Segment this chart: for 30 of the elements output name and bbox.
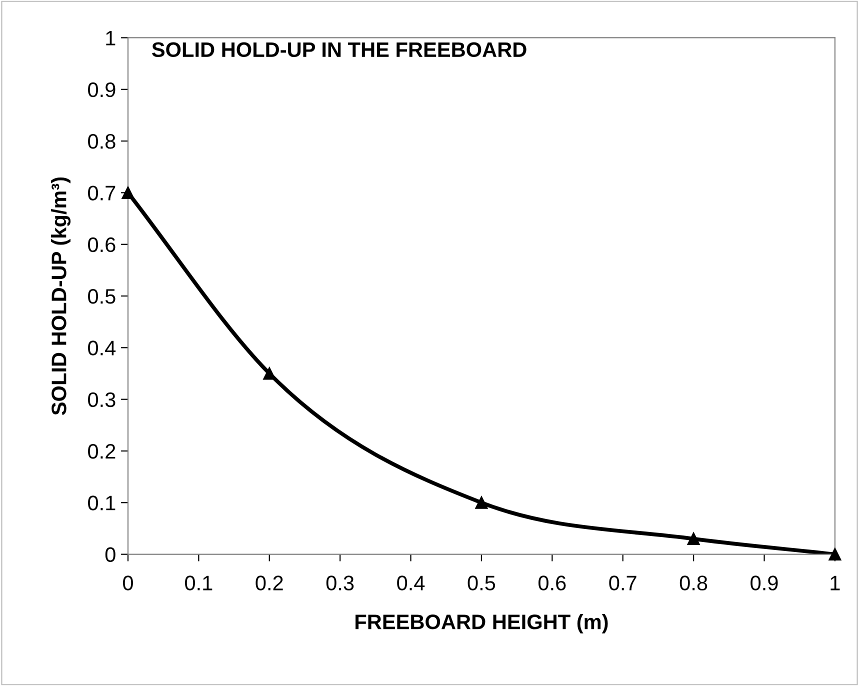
x-tick-label: 0	[123, 576, 133, 590]
y-axis-title: SOLID HOLD-UP (kg/m³)	[51, 177, 71, 416]
y-tick-label: 0.2	[88, 444, 116, 459]
point	[263, 367, 276, 380]
y-tick-label: 0.4	[88, 340, 116, 356]
x-tick-label: 1	[830, 576, 840, 590]
y-tick-label: 0.5	[88, 289, 116, 304]
x-tick-label: 0.1	[185, 576, 212, 590]
point	[475, 496, 488, 509]
x-tick-label: 0.8	[680, 576, 708, 590]
x-tick-label: 0.9	[750, 576, 778, 590]
x-tick-label: 0.3	[326, 576, 354, 590]
y-tick-label: 0.7	[88, 186, 116, 200]
y-tick-label: 1	[106, 30, 116, 46]
point	[828, 548, 842, 561]
y-tick-label: 0.9	[88, 82, 116, 98]
x-tick-label: 0.7	[609, 576, 636, 590]
y-tick-label: 0.8	[88, 134, 116, 149]
x-tick-label: 0.6	[538, 576, 566, 590]
x-tick-label: 0.4	[397, 576, 425, 590]
point	[687, 532, 700, 546]
x-tick-label: 0.2	[256, 576, 283, 590]
chart-title: SOLID HOLD-UP IN THE FREEBOARD	[152, 42, 526, 58]
y-tick-label: 0	[105, 547, 116, 562]
y-tick-label: 0.3	[88, 392, 116, 408]
x-axis-title: FREEBOARD HEIGHT (m)	[356, 614, 608, 634]
x-tick-label: 0.5	[468, 576, 496, 590]
y-tick-label: 0.1	[88, 496, 116, 510]
point	[122, 186, 134, 199]
y-tick-label: 0.6	[88, 237, 116, 252]
